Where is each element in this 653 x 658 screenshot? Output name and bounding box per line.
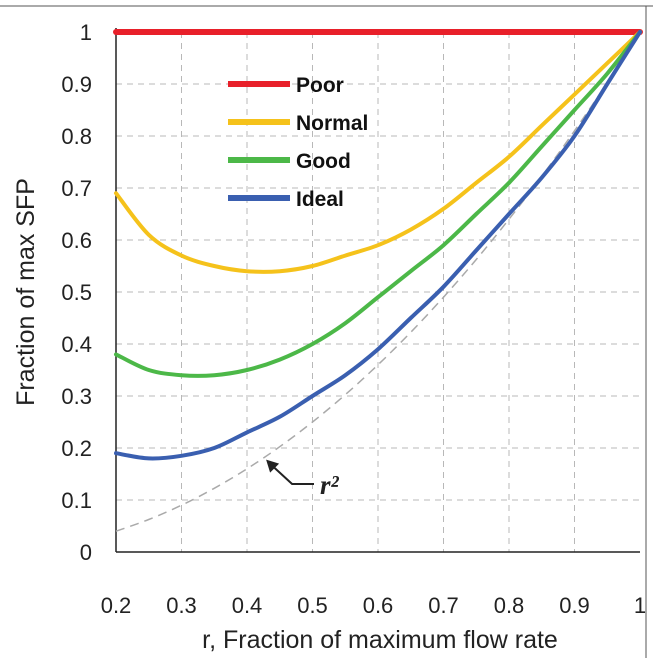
series-line-good bbox=[114, 30, 642, 378]
series-line-normal bbox=[114, 30, 642, 274]
x-tick-label: 0.6 bbox=[363, 593, 394, 618]
x-axis-title: r, Fraction of maximum flow rate bbox=[202, 626, 558, 654]
grid bbox=[116, 32, 640, 552]
reference-r-squared-line bbox=[115, 31, 641, 532]
x-tick-label: 0.5 bbox=[297, 593, 328, 618]
x-tick-label: 0.7 bbox=[428, 593, 459, 618]
y-tick-label: 0.9 bbox=[61, 72, 92, 97]
series-line-ideal bbox=[114, 30, 642, 461]
x-tick-label: 0.3 bbox=[166, 593, 197, 618]
series-layer bbox=[113, 28, 643, 532]
y-tick-label: 0.4 bbox=[61, 332, 92, 357]
x-tick-label: 0.4 bbox=[232, 593, 263, 618]
y-tick-label: 0.3 bbox=[61, 384, 92, 409]
legend-label-good: Good bbox=[296, 150, 351, 173]
legend-label-normal: Normal bbox=[296, 112, 368, 135]
annotation-label: r² bbox=[320, 470, 340, 500]
tick-labels: 0.2 0.3 0.4 0.5 0.6 0.7 0.8 0.9 1 0 0.1 0.2 0.3 0.4 0.… bbox=[61, 20, 646, 618]
annotation-arrow bbox=[271, 464, 314, 485]
annotation-arrowhead bbox=[266, 459, 280, 473]
x-tick-label: 1 bbox=[634, 593, 646, 618]
y-tick-label: 0.8 bbox=[61, 124, 92, 149]
y-axis-title: Fraction of max SFP bbox=[12, 178, 40, 406]
x-tick-label: 0.9 bbox=[559, 593, 590, 618]
y-tick-label: 0.6 bbox=[61, 228, 92, 253]
legend: Poor Normal Good Ideal bbox=[228, 74, 368, 211]
y-tick-label: 0.1 bbox=[61, 488, 92, 513]
axes bbox=[115, 28, 640, 553]
y-tick-label: 1 bbox=[80, 20, 92, 45]
annotation: r² bbox=[266, 459, 340, 500]
legend-label-poor: Poor bbox=[296, 74, 344, 97]
x-tick-label: 0.2 bbox=[101, 593, 132, 618]
x-tick-label: 0.8 bbox=[494, 593, 525, 618]
legend-label-ideal: Ideal bbox=[296, 188, 344, 211]
y-tick-label: 0.2 bbox=[61, 436, 92, 461]
y-tick-label: 0.5 bbox=[61, 280, 92, 305]
y-tick-label: 0 bbox=[80, 540, 92, 565]
y-tick-label: 0.7 bbox=[61, 176, 92, 201]
